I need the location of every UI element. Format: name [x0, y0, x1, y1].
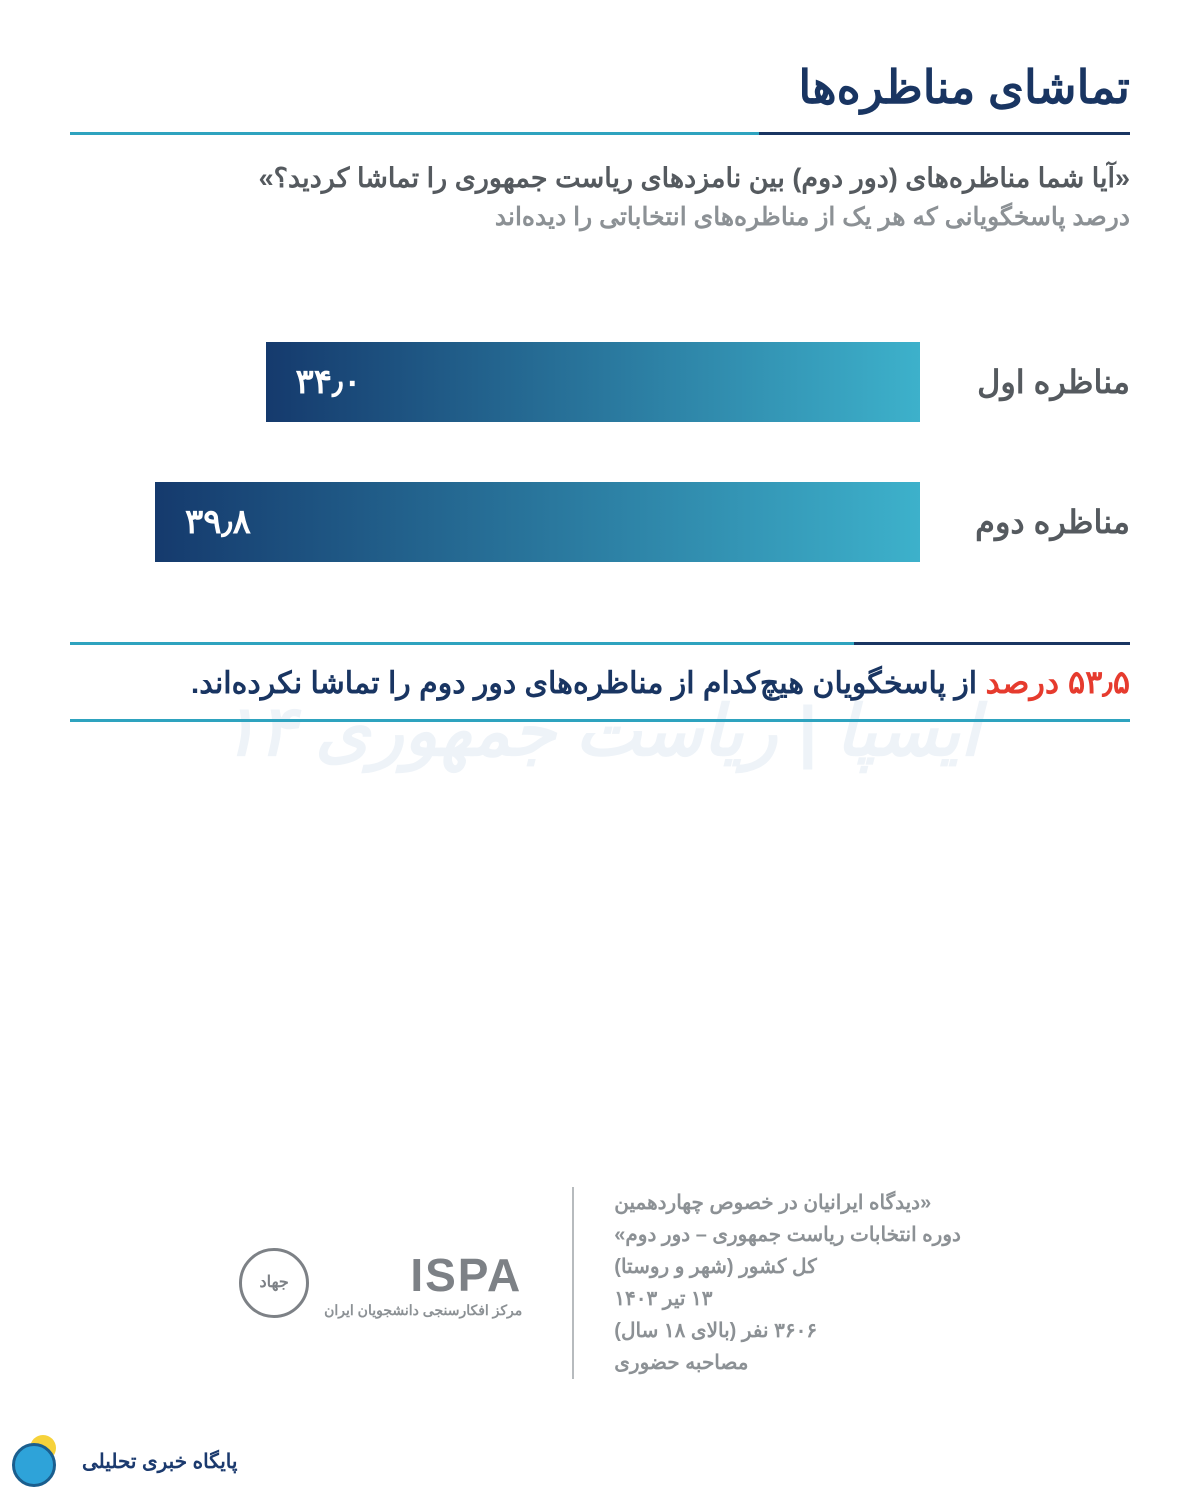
- divider-top-dark: [759, 132, 1130, 135]
- footer-line: مصاحبه حضوری: [614, 1347, 961, 1379]
- statement-block: ۵۳٫۵ درصد از پاسخگویان هیچ‌کدام از مناظر…: [70, 642, 1130, 722]
- site-badge: پایگاه خبری تحلیلی: [12, 1435, 247, 1487]
- footer: «دیدگاه ایرانیان در خصوص چهاردهمین دوره …: [70, 1187, 1130, 1379]
- jahad-emblem-icon: جهاد: [239, 1248, 309, 1318]
- emblem-label: جهاد: [259, 1275, 288, 1291]
- logo-text-block: ISPA مرکز افکارسنجی دانشجویان ایران: [324, 1248, 522, 1319]
- bar-fill: ۳۹٫۸: [155, 482, 920, 562]
- bar-track: ۳۴٫۰: [70, 342, 920, 422]
- divider-mid-teal: [70, 642, 854, 645]
- footer-line: ۱۳ تیر ۱۴۰۳: [614, 1283, 961, 1315]
- survey-subtitle: درصد پاسخگویانی که هر یک از مناظره‌های ا…: [70, 202, 1130, 232]
- survey-question: «آیا شما مناظره‌های (دور دوم) بین نامزده…: [70, 163, 1130, 194]
- ispa-logo-subtitle: مرکز افکارسنجی دانشجویان ایران: [324, 1302, 522, 1319]
- bar-label: مناظره اول: [920, 363, 1130, 401]
- globe-shape: [12, 1443, 56, 1487]
- footer-logo: ISPA مرکز افکارسنجی دانشجویان ایران جهاد: [239, 1248, 522, 1319]
- bar-value: ۳۹٫۸: [185, 502, 251, 542]
- divider-mid: [70, 642, 1130, 645]
- chart-row: مناظره اول ۳۴٫۰: [70, 342, 1130, 422]
- statement-text: ۵۳٫۵ درصد از پاسخگویان هیچ‌کدام از مناظر…: [70, 663, 1130, 701]
- footer-line: ۳۶۰۶ نفر (بالای ۱۸ سال): [614, 1315, 961, 1347]
- footer-line: «دیدگاه ایرانیان در خصوص چهاردهمین: [614, 1187, 961, 1219]
- bar-fill: ۳۴٫۰: [266, 342, 921, 422]
- bar-chart: مناظره اول ۳۴٫۰ مناظره دوم ۳۹٫۸: [70, 342, 1130, 562]
- chart-row: مناظره دوم ۳۹٫۸: [70, 482, 1130, 562]
- site-badge-text: پایگاه خبری تحلیلی: [72, 1445, 247, 1478]
- bar-value: ۳۴٫۰: [296, 362, 362, 402]
- statement-highlight: ۵۳٫۵ درصد: [985, 664, 1130, 700]
- footer-line: کل کشور (شهر و روستا): [614, 1251, 961, 1283]
- divider-bottom: [70, 719, 1130, 722]
- bar-label: مناظره دوم: [920, 503, 1130, 541]
- footer-info: «دیدگاه ایرانیان در خصوص چهاردهمین دوره …: [572, 1187, 961, 1379]
- bar-track: ۳۹٫۸: [70, 482, 920, 562]
- page-title: تماشای مناظره‌ها: [70, 60, 1130, 114]
- roozno-logo-icon: [12, 1435, 64, 1487]
- ispa-logo-text: ISPA: [324, 1248, 522, 1302]
- divider-mid-dark: [854, 642, 1130, 645]
- footer-line: دوره انتخابات ریاست جمهوری – دور دوم»: [614, 1219, 961, 1251]
- divider-top-teal: [70, 132, 759, 135]
- statement-rest: از پاسخگویان هیچ‌کدام از مناظره‌های دور …: [191, 667, 986, 700]
- divider-top: [70, 132, 1130, 135]
